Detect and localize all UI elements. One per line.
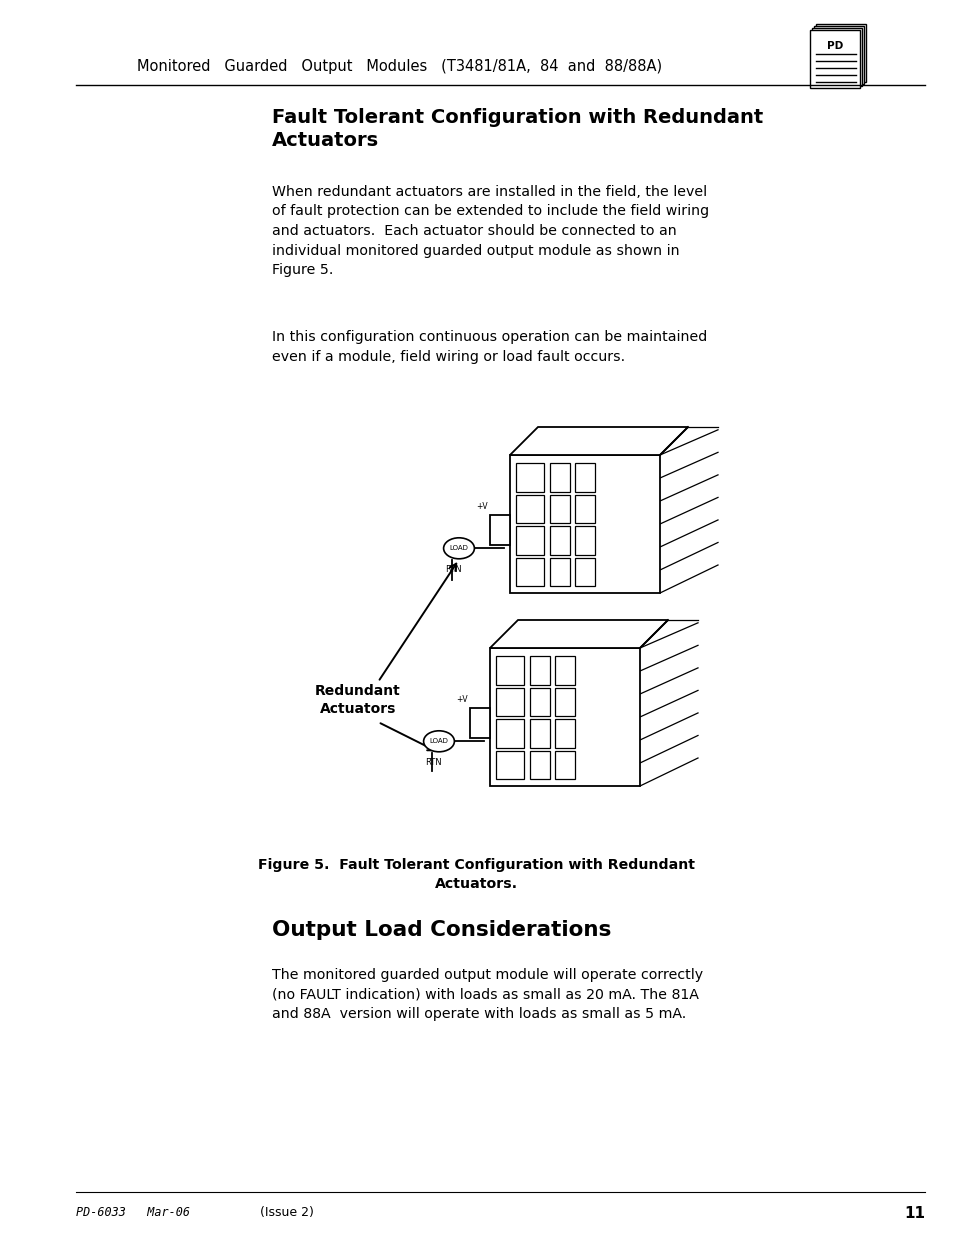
Text: +V: +V xyxy=(456,695,468,704)
Ellipse shape xyxy=(443,537,474,558)
Text: (Issue 2): (Issue 2) xyxy=(260,1207,314,1219)
Bar xyxy=(530,656,550,684)
Bar xyxy=(575,557,595,585)
Bar xyxy=(516,463,543,492)
Bar xyxy=(555,656,575,684)
Text: RTN: RTN xyxy=(425,758,442,767)
Bar xyxy=(530,751,550,779)
Text: The monitored guarded output module will operate correctly
(no FAULT indication): The monitored guarded output module will… xyxy=(272,968,702,1021)
Text: When redundant actuators are installed in the field, the level
of fault protecti: When redundant actuators are installed i… xyxy=(272,185,708,277)
Bar xyxy=(490,515,510,545)
Polygon shape xyxy=(490,620,667,648)
Bar xyxy=(809,30,859,88)
Bar xyxy=(530,719,550,747)
Bar xyxy=(555,751,575,779)
Bar xyxy=(496,688,523,716)
Bar xyxy=(496,656,523,684)
Text: In this configuration continuous operation can be maintained
even if a module, f: In this configuration continuous operati… xyxy=(272,330,706,363)
Bar xyxy=(496,719,523,747)
Bar xyxy=(496,751,523,779)
Text: Module 2: Module 2 xyxy=(544,621,622,636)
Bar xyxy=(811,28,862,86)
Text: LOAD: LOAD xyxy=(429,739,448,745)
Bar xyxy=(510,454,659,593)
Text: Output Load Considerations: Output Load Considerations xyxy=(272,920,611,940)
Ellipse shape xyxy=(423,731,454,752)
Bar xyxy=(575,494,595,522)
Text: LOAD: LOAD xyxy=(449,546,468,551)
Bar xyxy=(530,688,550,716)
Text: Figure 5.  Fault Tolerant Configuration with Redundant
Actuators.: Figure 5. Fault Tolerant Configuration w… xyxy=(258,858,695,892)
Bar xyxy=(490,648,639,785)
Bar xyxy=(550,557,569,585)
Bar xyxy=(516,557,543,585)
Bar xyxy=(555,719,575,747)
Bar xyxy=(550,463,569,492)
Bar xyxy=(813,26,863,84)
Text: Fault Tolerant Configuration with Redundant
Actuators: Fault Tolerant Configuration with Redund… xyxy=(272,107,762,149)
Bar xyxy=(550,494,569,522)
Text: Redundant
Actuators: Redundant Actuators xyxy=(314,684,400,716)
Text: PD-6033   Mar-06: PD-6033 Mar-06 xyxy=(76,1207,190,1219)
Bar xyxy=(516,526,543,555)
Bar xyxy=(555,688,575,716)
Text: RTN: RTN xyxy=(445,566,462,574)
Text: Monitored   Guarded   Output   Modules   (T3481/81A,  84  and  88/88A): Monitored Guarded Output Modules (T3481/… xyxy=(137,59,662,74)
Bar xyxy=(575,526,595,555)
Bar xyxy=(470,708,490,737)
Bar xyxy=(550,526,569,555)
Polygon shape xyxy=(510,427,687,454)
Text: +V: +V xyxy=(476,501,488,511)
Text: Module 1: Module 1 xyxy=(559,429,638,443)
Bar xyxy=(815,23,865,82)
Bar xyxy=(575,463,595,492)
Bar xyxy=(516,494,543,522)
Text: PD: PD xyxy=(826,41,842,51)
Text: 11: 11 xyxy=(903,1207,924,1221)
